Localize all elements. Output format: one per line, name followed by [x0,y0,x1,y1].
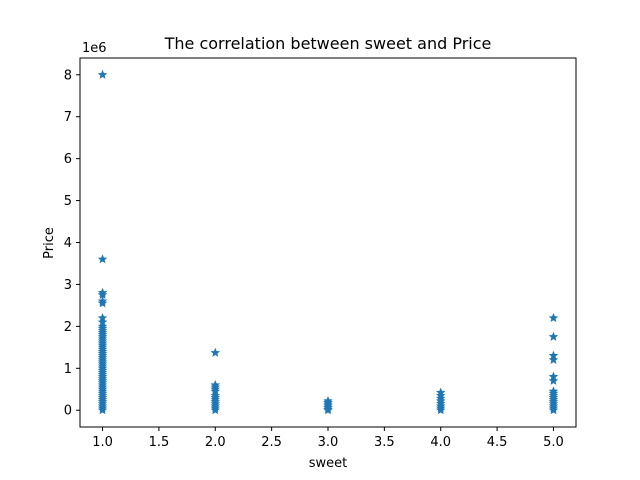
y-tick-label: 6 [64,152,72,167]
y-tick-label: 4 [64,236,72,251]
y-tick-label: 2 [64,320,72,335]
x-tick-label: 1.0 [92,435,113,450]
x-tick-label: 4.5 [487,435,508,450]
x-tick-label: 2.0 [205,435,226,450]
data-point [548,354,559,364]
data-point [323,405,333,415]
x-tick-label: 5.0 [543,435,564,450]
x-tick-label: 2.5 [261,435,282,450]
data-point [210,347,221,357]
data-point [548,405,559,415]
data-point [548,313,559,323]
data-point [548,331,559,341]
y-axis-label: Price [42,227,57,259]
y-tick-label: 8 [64,68,72,83]
data-point [435,405,446,415]
x-tick-label: 3.0 [318,435,339,450]
y-axis-ticks: 0 1 2 3 4 5 6 7 8 [64,68,80,419]
data-point [97,298,108,308]
data-point [97,69,108,79]
data-point [97,405,108,415]
chart-title: The correlation between sweet and Price [164,34,492,53]
y-tick-label: 3 [64,278,72,293]
x-tick-label: 1.5 [149,435,170,450]
y-tick-label: 0 [64,404,72,419]
x-tick-label: 4.0 [430,435,451,450]
y-tick-label: 5 [64,194,72,209]
y-axis-offset-text: 1e6 [82,41,107,56]
y-tick-label: 1 [64,362,72,377]
x-axis-ticks: 1.0 1.5 2.0 2.5 3.0 3.5 4.0 4.5 5.0 [92,427,564,450]
data-point [548,375,559,385]
x-tick-label: 3.5 [374,435,395,450]
data-point [210,405,221,415]
x-axis-label: sweet [309,456,348,471]
data-points [97,69,559,415]
y-tick-label: 7 [64,110,72,125]
data-point [97,254,108,264]
